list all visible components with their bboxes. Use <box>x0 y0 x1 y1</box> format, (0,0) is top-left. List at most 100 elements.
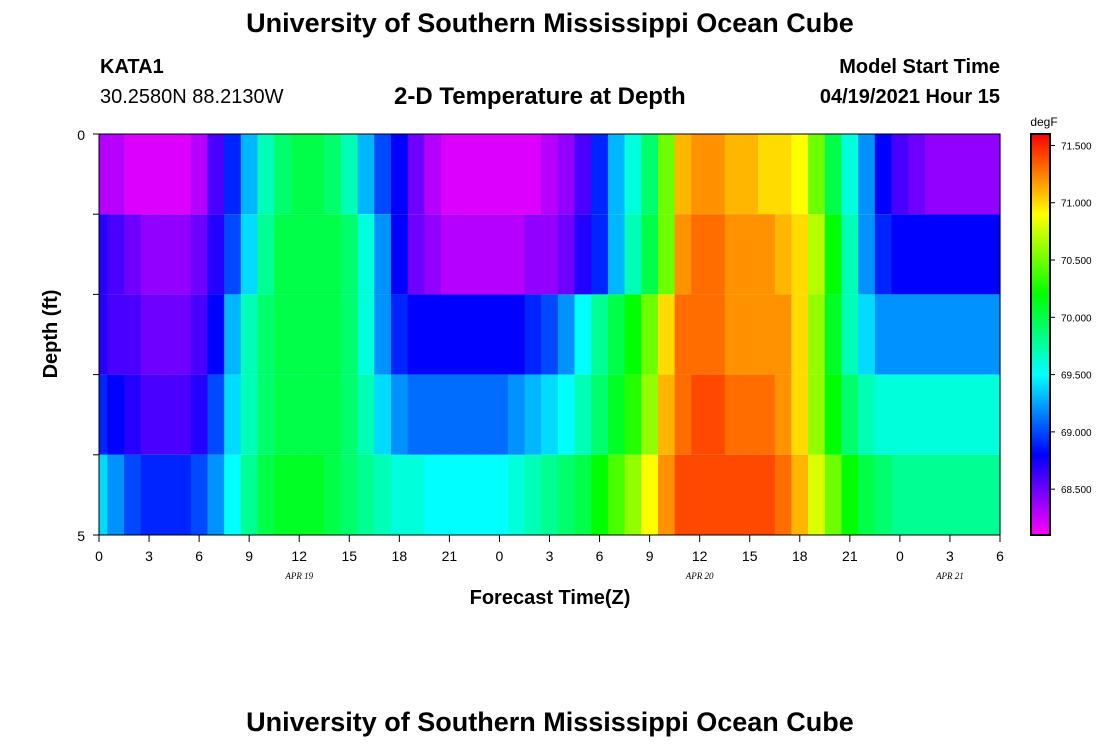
heatmap-cell <box>674 454 692 535</box>
heatmap-cell <box>240 294 259 375</box>
heatmap-cell <box>190 294 209 375</box>
heatmap-cell <box>891 214 909 295</box>
x-tick-label: 6 <box>596 548 604 564</box>
heatmap-cell <box>324 214 342 295</box>
heatmap-cell <box>224 294 242 375</box>
heatmap-cell <box>107 374 125 455</box>
heatmap-cell <box>574 374 592 455</box>
heatmap-cell <box>691 214 709 295</box>
heatmap-cell <box>641 374 659 455</box>
heatmap-cell <box>858 374 876 455</box>
heatmap-cell <box>307 374 325 455</box>
heatmap-cell <box>874 214 893 295</box>
heatmap-cell <box>107 134 125 215</box>
heatmap-cell <box>407 214 425 295</box>
heatmap-cell <box>858 214 876 295</box>
heatmap-cell <box>841 294 859 375</box>
heatmap-cell <box>974 134 993 215</box>
heatmap-cell <box>657 294 676 375</box>
heatmap-cell <box>591 214 609 295</box>
heatmap-cell <box>691 454 709 535</box>
heatmap-cell <box>824 134 843 215</box>
heatmap-cell <box>374 454 392 535</box>
y-tick-label: 5 <box>77 528 85 544</box>
heatmap-cell <box>290 454 309 535</box>
station-coordinates: 30.2580N 88.2130W <box>100 86 284 108</box>
heatmap-cell <box>941 294 959 375</box>
heatmap-cell <box>541 454 559 535</box>
heatmap-cell <box>240 214 259 295</box>
heatmap-cell <box>541 214 559 295</box>
heatmap-cell <box>591 454 609 535</box>
heatmap-cell <box>624 214 642 295</box>
x-tick-label: 21 <box>442 548 458 564</box>
y-tick-label: 0 <box>77 127 85 143</box>
x-tick-label: 3 <box>145 548 153 564</box>
heatmap-cell <box>257 374 275 455</box>
heatmap-cell <box>841 374 859 455</box>
heatmap-cell <box>390 134 409 215</box>
heatmap-cell <box>774 214 793 295</box>
heatmap-cell <box>340 134 359 215</box>
heatmap-cell <box>290 294 309 375</box>
heatmap-cell <box>140 134 158 215</box>
x-axis-label: Forecast Time(Z) <box>470 587 631 609</box>
heatmap-cell <box>724 134 742 215</box>
heatmap-cell <box>174 294 192 375</box>
heatmap-cell <box>924 294 943 375</box>
heatmap-cell <box>941 134 959 215</box>
x-tick-label: 12 <box>692 548 708 564</box>
x-tick-label: 0 <box>896 548 904 564</box>
heatmap-cell <box>274 214 292 295</box>
heatmap-cell <box>908 374 926 455</box>
x-tick-label: 0 <box>496 548 504 564</box>
x-tick-label: 21 <box>842 548 858 564</box>
heatmap-cell <box>874 454 893 535</box>
heatmap-cell <box>441 454 459 535</box>
heatmap-cell <box>791 214 809 295</box>
heatmap-cell <box>107 294 125 375</box>
heatmap-cell <box>841 454 859 535</box>
heatmap-cell <box>374 134 392 215</box>
colorbar-tick-label: 68.500 <box>1061 485 1092 496</box>
heatmap-cell <box>791 294 809 375</box>
heatmap-cell <box>207 294 225 375</box>
heatmap-cell <box>641 294 659 375</box>
heatmap-cell <box>958 294 976 375</box>
heatmap-cell <box>974 454 993 535</box>
heatmap-cell <box>708 214 726 295</box>
heatmap-cell <box>674 214 692 295</box>
heatmap-cell <box>174 134 192 215</box>
heatmap-cell <box>791 374 809 455</box>
heatmap-cell <box>808 294 826 375</box>
heatmap-cell <box>958 134 976 215</box>
heatmap-cell <box>257 454 275 535</box>
axes: 0 3 6 9 12 15 18 21 0 3 6 9 12 15 18 21 0 3 6 APR 19 APR 20 A… <box>77 127 1004 581</box>
heatmap-cell <box>457 374 476 455</box>
heatmap-cell <box>357 454 375 535</box>
x-tick-label: 6 <box>996 548 1004 564</box>
model-start-value: 04/19/2021 Hour 15 <box>819 86 1000 108</box>
heatmap-cell <box>224 134 242 215</box>
heatmap-cell <box>607 214 626 295</box>
heatmap-cell <box>674 374 692 455</box>
heatmap-cell <box>524 294 542 375</box>
heatmap-cell <box>390 294 409 375</box>
heatmap-cell <box>741 454 759 535</box>
heatmap-cell <box>407 294 425 375</box>
heatmap-cell <box>657 134 676 215</box>
heatmap-cell <box>641 134 659 215</box>
heatmap-cell <box>324 374 342 455</box>
heatmap-cell <box>441 374 459 455</box>
heatmap-cell <box>424 374 442 455</box>
heatmap-cell <box>741 374 759 455</box>
heatmap-cell <box>324 134 342 215</box>
heatmap-cell <box>724 454 742 535</box>
heatmap-cell <box>424 294 442 375</box>
heatmap-cell <box>674 134 692 215</box>
heatmap-cell <box>858 134 876 215</box>
heatmap-cell <box>708 454 726 535</box>
heatmap-cell <box>574 214 592 295</box>
heatmap-cell <box>190 134 209 215</box>
